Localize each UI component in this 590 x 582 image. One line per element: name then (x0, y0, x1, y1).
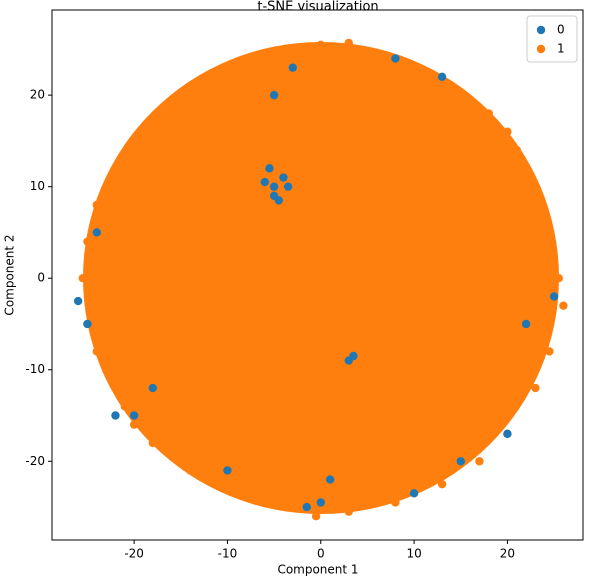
point (83, 237, 92, 246)
point (391, 498, 400, 507)
point (512, 145, 521, 155)
point (288, 63, 297, 72)
point (554, 274, 563, 283)
point (274, 196, 283, 205)
point (531, 182, 540, 191)
point (447, 81, 456, 91)
point (316, 498, 325, 507)
point (185, 466, 195, 475)
point (101, 365, 111, 374)
y-axis-label: Component 2 (3, 234, 17, 315)
point (223, 466, 232, 475)
legend-marker (536, 25, 546, 35)
point (409, 63, 419, 72)
x-axis-label: Component 1 (277, 563, 358, 577)
point (484, 109, 493, 118)
y-tick-label: 20 (30, 88, 45, 102)
point (456, 319, 465, 329)
point (503, 429, 512, 439)
point (129, 411, 139, 420)
point (316, 40, 325, 49)
point (288, 45, 297, 54)
point (391, 54, 400, 63)
point (223, 484, 232, 493)
point (148, 438, 157, 448)
point (344, 507, 353, 516)
point (111, 164, 120, 173)
point (120, 402, 129, 411)
legend-marker (536, 44, 546, 54)
point (344, 38, 353, 48)
point (456, 457, 465, 466)
point (204, 72, 213, 82)
point (545, 347, 554, 356)
x-tick-label: -10 (218, 547, 238, 561)
x-tick-label: -20 (124, 547, 144, 561)
y-tick-label: 0 (37, 271, 45, 285)
point (363, 49, 372, 59)
point (349, 351, 358, 361)
plot-frame (51, 9, 584, 541)
point (129, 420, 139, 429)
point (260, 177, 269, 187)
point (437, 479, 447, 489)
y-tick-label: 10 (30, 179, 45, 193)
point (311, 512, 321, 521)
point (269, 498, 279, 507)
point (540, 209, 549, 219)
point (325, 475, 335, 484)
point (531, 383, 540, 393)
point (83, 319, 92, 329)
x-tick-label: 20 (500, 547, 515, 561)
point (241, 54, 251, 63)
point (279, 173, 288, 182)
point (223, 319, 232, 329)
point (559, 301, 568, 310)
point (283, 182, 293, 191)
y-tick-label: -20 (25, 454, 45, 468)
point (92, 200, 101, 210)
point (167, 100, 176, 109)
point (92, 228, 101, 237)
point (78, 274, 87, 283)
point (92, 347, 101, 356)
point (269, 182, 279, 191)
point (437, 72, 447, 82)
x-tick-label: 0 (317, 547, 325, 561)
legend-label: 1 (557, 42, 565, 56)
legend-box (526, 15, 578, 63)
point (409, 489, 419, 498)
point (503, 127, 512, 136)
x-tick-label: 10 (406, 547, 421, 561)
point (521, 319, 531, 329)
point (269, 90, 279, 100)
point (549, 292, 559, 301)
point (265, 164, 274, 173)
y-tick-label: -10 (25, 362, 45, 376)
point (73, 296, 83, 306)
legend-label: 0 (557, 23, 565, 37)
point (475, 457, 484, 466)
point (111, 411, 120, 420)
point (302, 502, 311, 512)
point (363, 411, 372, 420)
point (148, 383, 157, 393)
chart-title: t-SNE visualization (257, 0, 378, 15)
point (545, 228, 554, 237)
point (139, 127, 148, 136)
point (157, 113, 167, 123)
point (316, 274, 325, 283)
point (409, 228, 419, 237)
point (176, 228, 185, 237)
